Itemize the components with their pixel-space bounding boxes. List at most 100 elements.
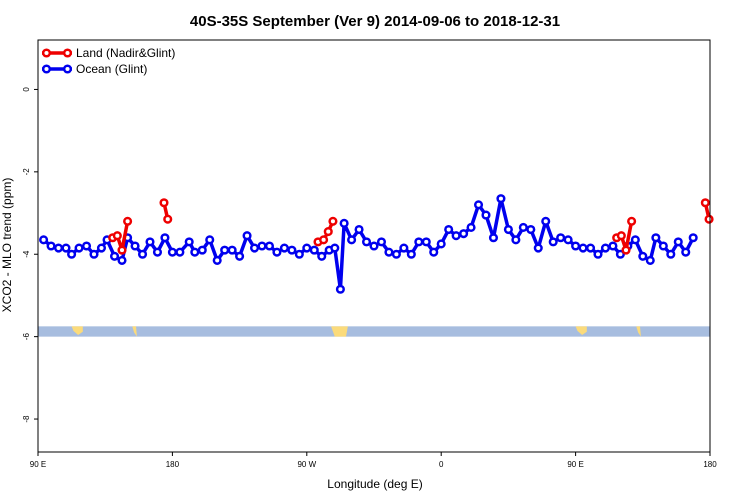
- y-tick-label: 0: [22, 87, 31, 92]
- data-point: [391, 249, 401, 259]
- data-point: [700, 198, 710, 208]
- data-point: [61, 243, 71, 253]
- data-point: [451, 231, 461, 241]
- data-point: [354, 224, 364, 235]
- legend-marker: [41, 48, 52, 58]
- data-point: [571, 241, 581, 251]
- data-point: [406, 249, 416, 259]
- data-point: [673, 237, 683, 247]
- x-tick-label: 90 E: [567, 460, 583, 469]
- data-point: [96, 243, 107, 253]
- data-point: [496, 194, 506, 204]
- data-point: [518, 222, 528, 233]
- data-point: [488, 233, 499, 243]
- series-layer: [39, 194, 714, 294]
- data-point: [328, 216, 338, 226]
- data-point: [630, 235, 640, 245]
- x-tick-label: 90 W: [297, 460, 316, 469]
- data-point: [309, 245, 319, 255]
- y-tick-label: -2: [22, 168, 31, 176]
- data-point: [384, 247, 394, 257]
- legend-marker: [41, 64, 52, 74]
- data-point: [466, 222, 476, 233]
- data-point: [242, 231, 252, 241]
- data-point: [257, 241, 267, 251]
- data-point: [190, 247, 200, 257]
- data-point: [287, 245, 297, 255]
- data-point: [130, 241, 140, 251]
- data-point: [638, 251, 648, 261]
- data-point: [264, 241, 275, 251]
- data-point: [444, 224, 454, 235]
- legend-label: Ocean (Glint): [76, 62, 147, 76]
- data-point: [429, 247, 439, 257]
- data-point: [272, 247, 282, 257]
- data-point: [563, 235, 573, 245]
- plot-frame: [37, 39, 711, 453]
- land-mass-5: [636, 326, 641, 337]
- data-point: [533, 243, 543, 253]
- data-point: [548, 237, 558, 247]
- data-point: [645, 255, 655, 265]
- legend-label: Land (Nadir&Glint): [76, 46, 175, 60]
- data-point: [197, 245, 207, 255]
- series-ocean-glint: [39, 194, 698, 294]
- data-point: [167, 247, 177, 257]
- legend-item: Ocean (Glint): [41, 62, 147, 76]
- data-point: [205, 235, 215, 245]
- data-point: [319, 235, 329, 245]
- data-point: [666, 249, 676, 259]
- data-point: [294, 249, 304, 259]
- data-point: [658, 241, 668, 251]
- data-point: [585, 243, 596, 253]
- data-point: [608, 241, 618, 251]
- data-point: [323, 227, 333, 237]
- legend-marker: [62, 48, 73, 58]
- data-point: [627, 216, 637, 226]
- data-point: [279, 243, 289, 253]
- data-point: [556, 233, 566, 243]
- land-mass-1: [71, 326, 83, 335]
- data-point: [473, 200, 484, 210]
- data-point: [145, 237, 155, 247]
- data-point: [436, 239, 446, 249]
- data-point: [112, 231, 122, 241]
- data-point: [160, 233, 170, 243]
- data-point: [117, 245, 127, 255]
- x-axis-label: Longitude (deg E): [327, 477, 422, 491]
- data-point: [89, 249, 99, 259]
- data-point: [339, 218, 349, 228]
- data-point: [152, 247, 163, 257]
- data-point: [361, 237, 372, 247]
- data-point: [137, 249, 148, 259]
- y-axis-label: XCO2 - MLO trend (ppm): [0, 178, 14, 313]
- data-point: [421, 237, 431, 247]
- data-point: [335, 284, 345, 294]
- data-point: [681, 247, 691, 257]
- data-point: [399, 243, 409, 253]
- ocean-band: [38, 326, 710, 337]
- data-point: [74, 243, 84, 253]
- series-land-nadir-glint: [108, 198, 714, 255]
- x-tick-label: 180: [703, 460, 717, 469]
- data-point: [688, 233, 698, 243]
- data-point: [184, 237, 194, 247]
- legend-marker: [62, 64, 73, 74]
- data-point: [526, 224, 536, 235]
- data-point: [704, 214, 714, 224]
- data-point: [615, 249, 625, 259]
- legend: Land (Nadir&Glint) Ocean (Glint): [41, 46, 175, 76]
- data-point: [347, 235, 357, 245]
- map-strip: [38, 326, 710, 337]
- data-point: [503, 224, 513, 235]
- data-point: [249, 243, 260, 253]
- data-point: [212, 255, 222, 265]
- data-point: [220, 245, 230, 255]
- data-point: [39, 235, 49, 245]
- data-point: [163, 214, 173, 224]
- data-point: [123, 216, 133, 226]
- data-point: [330, 243, 340, 253]
- data-point: [317, 251, 327, 261]
- legend-item: Land (Nadir&Glint): [41, 46, 175, 60]
